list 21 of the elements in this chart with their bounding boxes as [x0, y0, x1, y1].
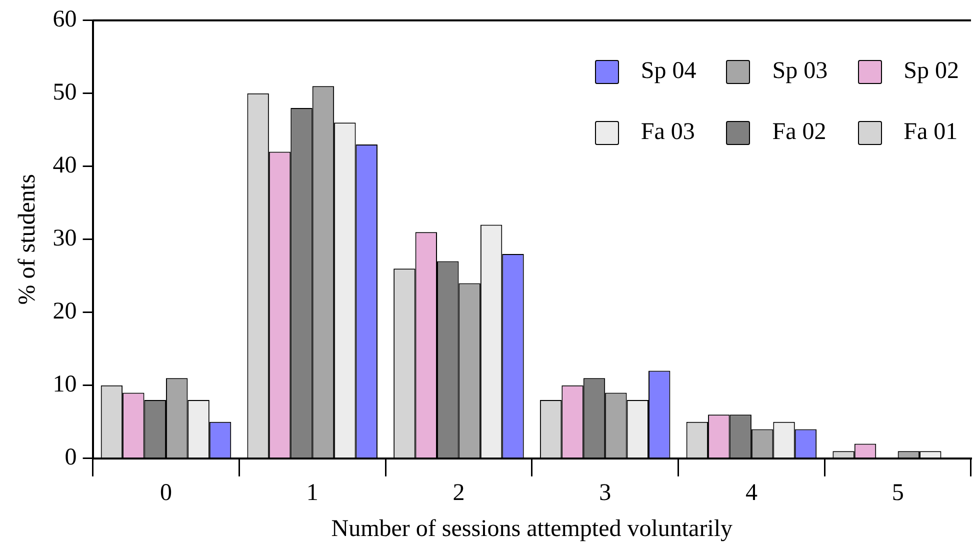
y-tick-label: 40	[52, 152, 77, 179]
y-axis-title: % of students	[14, 174, 41, 305]
x-axis-title: Number of sessions attempted voluntarily	[331, 516, 733, 542]
legend-label: Sp 02	[904, 58, 959, 85]
x-tick-label: 0	[160, 480, 172, 506]
y-tick-label: 30	[52, 226, 77, 252]
legend-label: Fa 03	[640, 119, 695, 146]
x-tick-label: 2	[452, 480, 465, 506]
x-tick-label: 4	[745, 480, 758, 506]
x-tick-label: 1	[306, 480, 318, 506]
y-tick-label: 20	[52, 298, 77, 325]
legend-label: Fa 02	[772, 119, 826, 146]
y-tick-label: 10	[52, 372, 77, 398]
legend-label: Sp 04	[640, 58, 696, 85]
x-tick-label: 5	[892, 480, 904, 506]
y-tick-label: 60	[52, 6, 77, 33]
legend-label: Sp 03	[772, 58, 828, 85]
legend-label: Fa 01	[904, 119, 958, 146]
y-tick-label: 0	[64, 444, 77, 471]
x-tick-label: 3	[599, 480, 612, 506]
y-tick-label: 50	[52, 80, 77, 106]
